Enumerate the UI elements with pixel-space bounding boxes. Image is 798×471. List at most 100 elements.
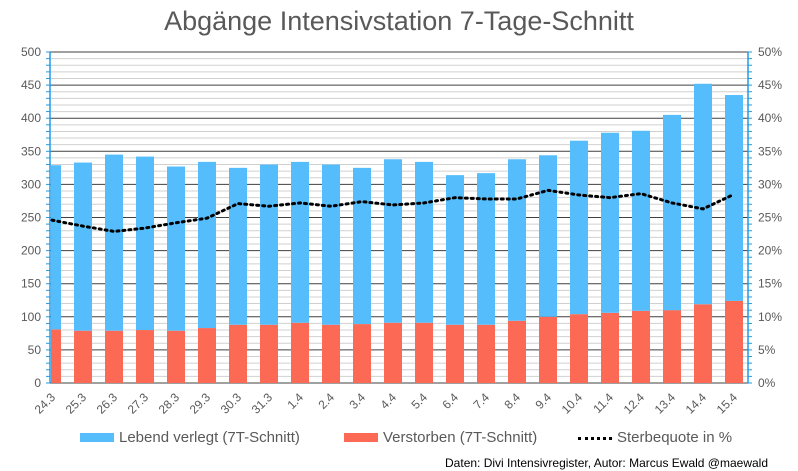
bar-lebend <box>353 167 371 325</box>
bar-lebend <box>74 162 92 331</box>
bar-verstorben <box>167 330 185 383</box>
y-tick-label: 0 <box>34 376 41 390</box>
x-tick-label: 14.4 <box>683 390 710 417</box>
bar-verstorben <box>384 322 402 383</box>
legend-swatch <box>80 433 114 442</box>
x-tick-label: 30.3 <box>218 390 245 417</box>
bar-lebend <box>694 83 712 305</box>
bar-lebend <box>570 140 588 315</box>
y-tick-label: 250 <box>21 211 41 225</box>
bar-verstorben <box>322 324 340 383</box>
bar-lebend <box>136 156 154 331</box>
bar-verstorben <box>415 322 433 383</box>
bar-verstorben <box>260 324 278 383</box>
y-tick-label: 450 <box>21 78 41 92</box>
x-tick-label: 6.4 <box>439 390 461 412</box>
bar-lebend <box>539 155 557 317</box>
y-tick-label: 50 <box>28 343 42 357</box>
bar-verstorben <box>291 322 309 383</box>
x-tick-label: 3.4 <box>346 390 368 412</box>
bar-lebend <box>291 161 309 323</box>
y2-tick-label: 35% <box>758 144 782 158</box>
bar-verstorben <box>74 330 92 383</box>
y2-tick-label: 0% <box>758 376 776 390</box>
x-tick-label: 8.4 <box>501 390 523 412</box>
x-tick-label: 29.3 <box>187 390 214 417</box>
bar-verstorben <box>229 324 247 383</box>
x-tick-label: 10.4 <box>559 390 586 417</box>
bar-lebend <box>446 175 464 325</box>
bar-verstorben <box>694 304 712 383</box>
x-tick-label: 27.3 <box>125 390 152 417</box>
bar-verstorben <box>725 300 743 383</box>
bar-lebend <box>260 164 278 325</box>
x-tick-label: 4.4 <box>377 390 399 412</box>
x-tick-label: 9.4 <box>532 390 554 412</box>
legend-label: Sterbequote in % <box>617 429 733 446</box>
bar-verstorben <box>353 324 371 383</box>
y-tick-label: 200 <box>21 244 41 258</box>
x-tick-label: 11.4 <box>590 390 616 416</box>
bar-lebend <box>508 159 526 321</box>
legend-item-sterbequote: Sterbequote in % <box>578 429 732 446</box>
x-tick-label: 24.3 <box>32 390 59 417</box>
x-tick-label: 26.3 <box>94 390 121 417</box>
y-tick-label: 100 <box>21 310 41 324</box>
legend-item-verstorben: Verstorben (7T-Schnitt) <box>344 429 537 446</box>
legend-swatch <box>578 437 612 440</box>
bar-verstorben <box>539 316 557 383</box>
source-note: Daten: Divi Intensivregister, Autor: Mar… <box>445 456 768 470</box>
bar-verstorben <box>601 312 619 383</box>
bar-lebend <box>663 114 681 311</box>
x-tick-label: 7.4 <box>470 390 492 412</box>
bar-verstorben <box>508 320 526 383</box>
y2-tick-label: 15% <box>758 277 782 291</box>
y2-tick-label: 5% <box>758 343 776 357</box>
y2-tick-label: 45% <box>758 78 782 92</box>
bar-lebend <box>322 164 340 325</box>
x-tick-label: 31.3 <box>249 390 276 417</box>
chart-title: Abgänge Intensivstation 7-Tage-Schnitt <box>164 6 634 36</box>
y2-tick-label: 40% <box>758 111 782 125</box>
y2-tick-label: 10% <box>758 310 782 324</box>
y-tick-label: 400 <box>21 111 41 125</box>
bar-verstorben <box>446 324 464 383</box>
y2-tick-label: 25% <box>758 211 782 225</box>
y-tick-label: 150 <box>21 277 41 291</box>
bar-lebend <box>105 154 123 331</box>
legend-label: Verstorben (7T-Schnitt) <box>383 429 538 446</box>
y-tick-label: 500 <box>21 45 41 59</box>
legend-item-lebend: Lebend verlegt (7T-Schnitt) <box>80 429 300 446</box>
bar-lebend <box>415 161 433 323</box>
bar-verstorben <box>477 324 495 383</box>
y2-tick-label: 20% <box>758 244 782 258</box>
y-tick-label: 300 <box>21 177 41 191</box>
bar-verstorben <box>136 330 154 383</box>
y2-tick-label: 50% <box>758 45 782 59</box>
y2-tick-label: 30% <box>758 177 782 191</box>
bar-verstorben <box>663 310 681 383</box>
bar-verstorben <box>105 330 123 383</box>
x-tick-label: 1.4 <box>284 390 306 412</box>
legend-label: Lebend verlegt (7T-Schnitt) <box>119 429 300 446</box>
bar-verstorben <box>198 328 216 383</box>
x-tick-label: 5.4 <box>408 390 430 412</box>
bar-lebend <box>725 95 743 301</box>
bar-lebend <box>601 132 619 313</box>
bar-verstorben <box>632 310 650 383</box>
bar-verstorben <box>570 314 588 383</box>
x-tick-label: 25.3 <box>63 390 90 417</box>
x-tick-label: 13.4 <box>652 390 679 417</box>
x-tick-label: 15.4 <box>714 390 741 417</box>
legend-swatch <box>344 433 378 442</box>
x-tick-label: 2.4 <box>315 390 337 412</box>
bar-lebend <box>632 130 650 311</box>
bar-lebend <box>229 167 247 325</box>
bar-lebend <box>384 159 402 323</box>
bar-lebend <box>51 165 61 330</box>
bar-lebend <box>477 173 495 325</box>
x-tick-label: 28.3 <box>156 390 183 417</box>
y-tick-label: 350 <box>21 144 41 158</box>
